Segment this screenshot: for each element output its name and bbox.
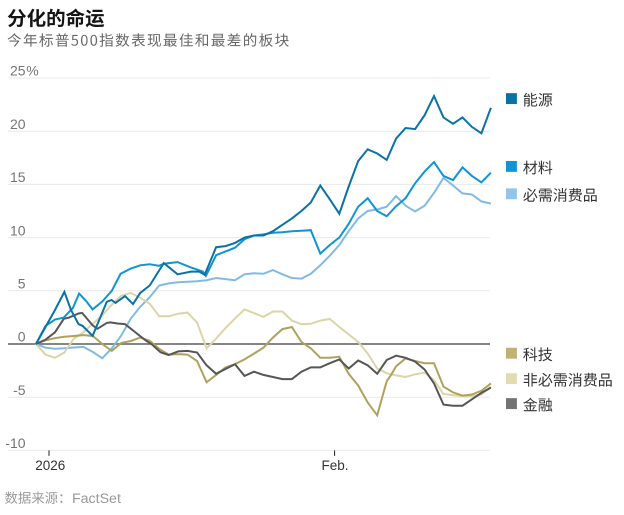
svg-text:2026: 2026 [35,458,65,473]
svg-text:0: 0 [18,329,26,345]
svg-text:10: 10 [10,222,26,238]
svg-text:%: % [26,63,38,79]
svg-text:20: 20 [10,116,26,132]
svg-text:5: 5 [18,276,26,292]
svg-text:15: 15 [10,169,26,185]
svg-text:Feb.: Feb. [321,458,348,473]
svg-text:-10: -10 [5,435,25,451]
svg-text:FactSet: FactSet [72,491,121,507]
svg-text:25: 25 [10,63,26,79]
svg-text:-5: -5 [13,382,26,398]
